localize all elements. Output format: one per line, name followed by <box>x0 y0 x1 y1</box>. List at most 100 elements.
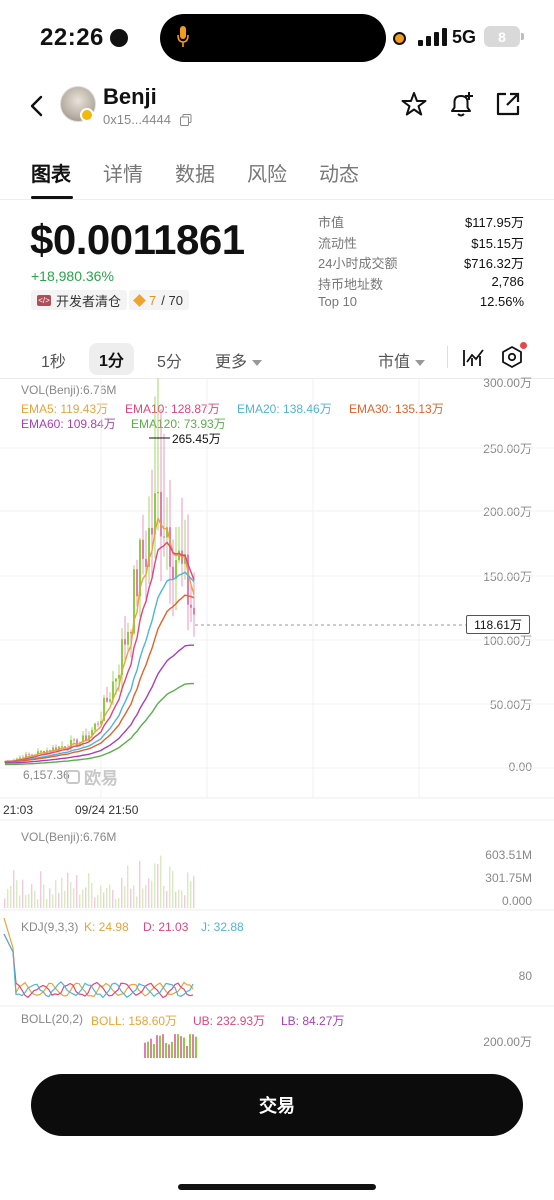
token-stats: 市值 $117.95万 流动性 $15.15万 24小时成交额 $716.32万 持币… <box>318 212 524 315</box>
boll-mid-value: BOLL: 158.60万 <box>91 1014 178 1028</box>
star-favorite-icon[interactable] <box>400 90 428 118</box>
stat-row: 市值 $117.95万 <box>318 212 524 233</box>
main-vol-legend: VOL(Benji):6.76M <box>21 383 117 397</box>
volume-bar <box>52 894 54 908</box>
volume-bar <box>139 861 141 908</box>
volume-bar <box>187 872 189 908</box>
watermark-text: 欧易 <box>84 769 118 788</box>
ema-line <box>4 541 195 763</box>
back-arrow-icon[interactable] <box>26 94 48 118</box>
metric-dropdown[interactable]: 市值 <box>378 348 426 372</box>
boll-legend: BOLL(20,2) <box>21 1012 84 1026</box>
dev-sold-badge[interactable]: </> 开发者清仓 <box>31 290 128 310</box>
volume-bar <box>55 880 57 908</box>
boll-candle <box>150 1038 152 1058</box>
candle-body <box>82 735 84 743</box>
trade-button[interactable]: 交易 <box>31 1074 523 1136</box>
candle-body <box>151 528 153 535</box>
volume-bar <box>85 887 87 908</box>
stat-label: 市值 <box>318 215 345 230</box>
volume-bar <box>7 888 9 908</box>
boll-candle <box>180 1036 182 1058</box>
timeframe-1s[interactable]: 1秒 <box>41 354 66 371</box>
timeframe-more-dropdown[interactable]: 更多 <box>215 348 263 372</box>
stat-label: Top 10 <box>318 294 358 309</box>
volume-bar <box>184 895 186 908</box>
boll-candle <box>168 1044 170 1058</box>
candle-body <box>94 723 96 730</box>
candle-body <box>73 739 75 741</box>
candle-body <box>106 697 108 702</box>
candle-body <box>64 746 66 748</box>
volume-bar <box>25 894 27 908</box>
boll-candle <box>165 1042 167 1058</box>
trade-button-label: 交易 <box>259 1096 295 1116</box>
candle-body <box>55 747 57 751</box>
tab-risk[interactable]: 风险 <box>247 164 287 186</box>
timeframe-5m[interactable]: 5分 <box>157 354 182 371</box>
volume-bar <box>106 887 108 908</box>
current-price-value: 118.61万 <box>474 618 522 632</box>
volume-bar <box>124 886 126 908</box>
token-price: $0.0011861 <box>30 216 245 263</box>
holders-total: / 70 <box>161 292 183 308</box>
volume-bar <box>16 880 18 908</box>
timeframe-1m[interactable]: 1分 <box>89 343 134 375</box>
volume-bar <box>97 895 99 908</box>
candle-body <box>145 558 147 567</box>
volume-bar <box>46 898 48 908</box>
bell-add-alert-icon[interactable] <box>447 90 475 118</box>
boll-candle <box>171 1041 173 1058</box>
stat-label: 持币地址数 <box>318 276 384 292</box>
stat-value: $15.15万 <box>471 235 524 251</box>
dev-sold-label: 开发者清仓 <box>56 293 122 309</box>
kdj-line <box>3 933 194 999</box>
volume-bar <box>136 896 138 908</box>
candle-body <box>166 527 168 538</box>
volume-bar <box>112 890 114 908</box>
candle-body <box>28 754 30 756</box>
boll-lower-value: LB: 84.27万 <box>281 1014 345 1028</box>
network-type: 5G <box>452 27 477 47</box>
volume-bar <box>82 889 84 908</box>
ema5-legend: EMA5: 119.43万 <box>21 402 109 416</box>
stat-row: 流动性 $15.15万 <box>318 233 524 254</box>
candle-body <box>133 569 135 634</box>
price-chart[interactable]: VOL(Benji):6.76M EMA5: 119.43万 EMA10: 12… <box>0 376 554 1058</box>
volume-bar <box>157 863 159 908</box>
notification-dot <box>520 342 527 349</box>
copy-icon[interactable] <box>180 114 192 126</box>
tab-data[interactable]: 数据 <box>175 164 215 186</box>
volume-bar <box>163 885 165 908</box>
recording-dot-icon <box>110 29 128 47</box>
candle-body <box>115 678 117 682</box>
candle-body <box>142 539 144 559</box>
x-axis-tick: 21:03 <box>3 803 34 817</box>
tab-chart[interactable]: 图表 <box>31 164 71 186</box>
tab-activity[interactable]: 动态 <box>319 164 359 186</box>
y-axis-tick: 200.00万 <box>483 505 532 519</box>
candle-body <box>70 739 72 749</box>
volume-bar <box>88 873 90 908</box>
volume-bar <box>178 889 180 908</box>
section-tabs: 图表 详情 数据 风险 动态 <box>0 156 554 200</box>
home-indicator <box>178 1184 376 1190</box>
candle-body <box>61 746 63 748</box>
indicator-chart-icon[interactable] <box>462 346 486 368</box>
volume-bar <box>130 888 132 908</box>
settings-hexagon-icon[interactable] <box>500 345 524 369</box>
tab-details[interactable]: 详情 <box>103 164 143 186</box>
stat-row: 24小时成交额 $716.32万 <box>318 253 524 274</box>
holders-current: 7 <box>149 292 157 308</box>
volume-bar <box>49 888 51 908</box>
ema-line <box>4 594 195 763</box>
holders-badge[interactable]: 7 / 70 <box>129 290 189 310</box>
candle-body <box>139 539 141 597</box>
candle-body <box>163 536 165 538</box>
share-icon[interactable] <box>494 90 522 118</box>
candle-body <box>160 491 162 537</box>
boll-axis-tick: 200.00万 <box>483 1035 532 1049</box>
volume-bar <box>145 884 147 908</box>
candle-body <box>118 674 120 679</box>
candle-body <box>76 739 78 747</box>
